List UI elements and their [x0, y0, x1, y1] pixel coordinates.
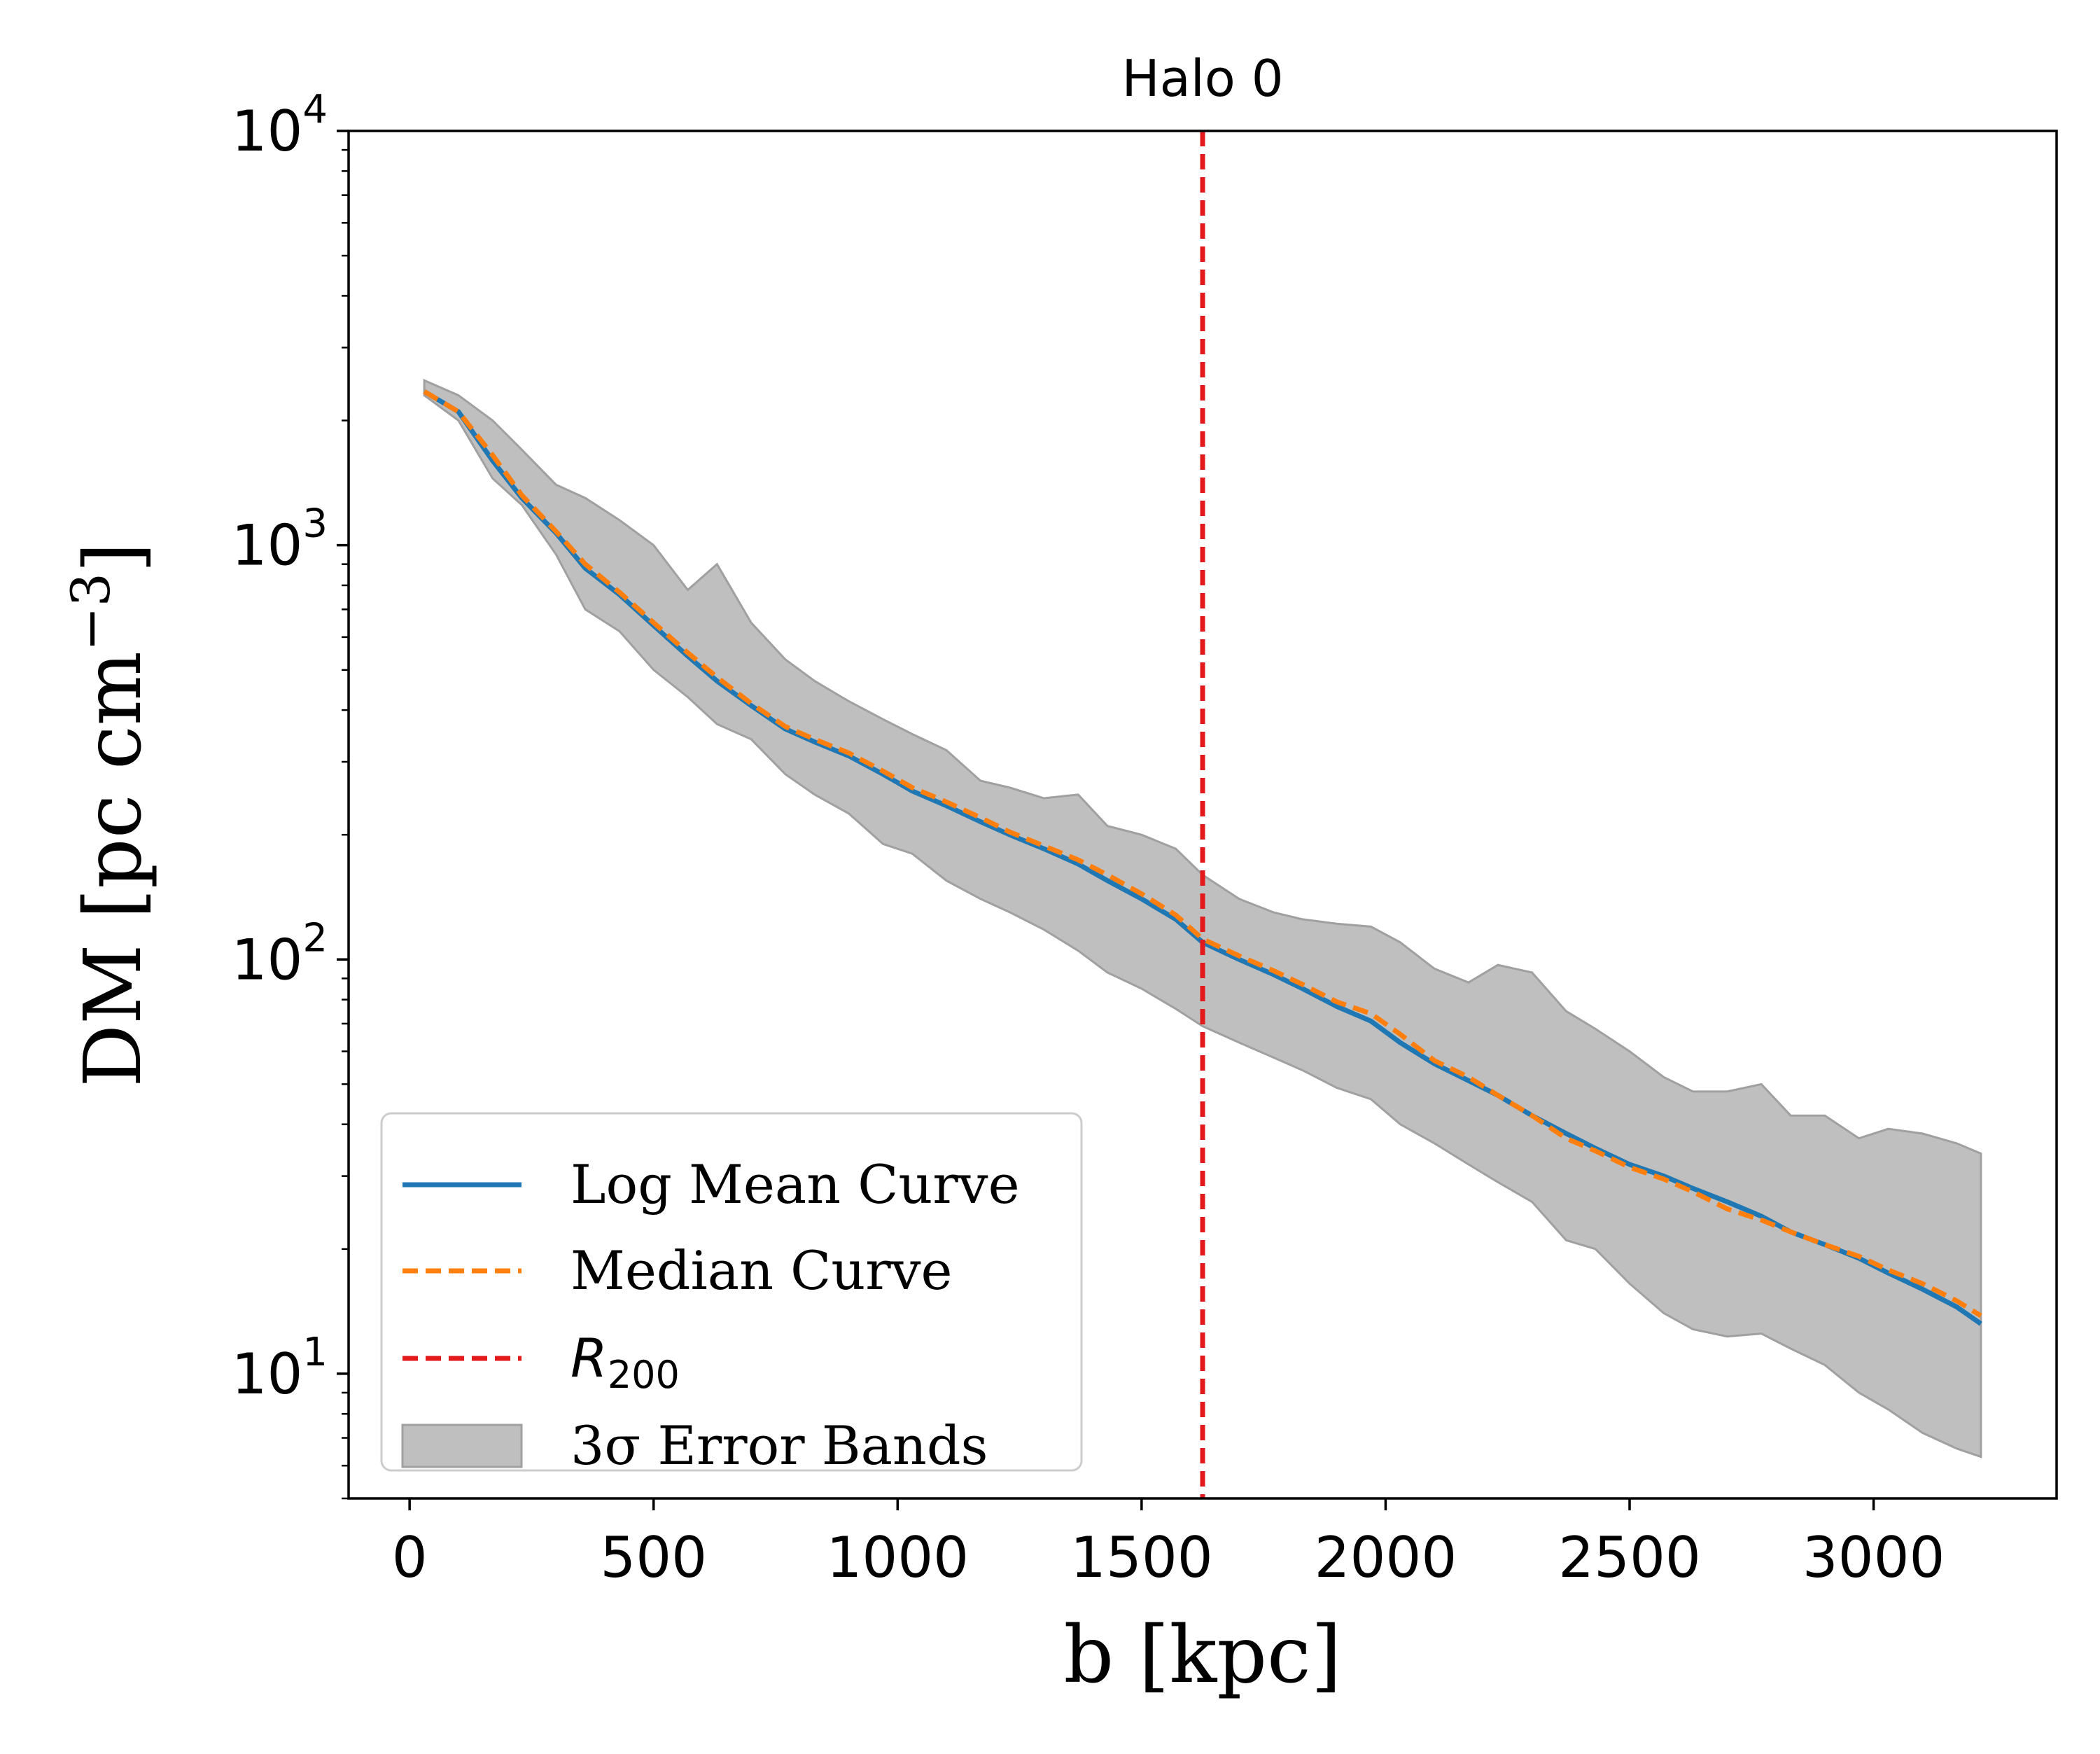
- svg-text:DM [pc cm−3]: DM [pc cm−3]: [59, 542, 160, 1087]
- legend-item-1: Log Mean Curve: [402, 1153, 1020, 1216]
- legend-label: Log Mean Curve: [570, 1153, 1020, 1216]
- x-tick-label: 2000: [1315, 1525, 1457, 1590]
- y-axis-title: DM [pc cm−3]: [59, 542, 160, 1087]
- legend-label: Median Curve: [570, 1239, 953, 1302]
- chart-title: Halo 0: [1121, 49, 1283, 108]
- x-tick-label: 1000: [826, 1525, 969, 1590]
- legend-item-3: R200: [402, 1327, 680, 1397]
- x-tick-label: 1500: [1070, 1525, 1213, 1590]
- x-axis-title: b [kpc]: [1064, 1610, 1342, 1701]
- legend-item-2: Median Curve: [402, 1239, 953, 1302]
- x-tick-label: 3000: [1802, 1525, 1945, 1590]
- series-line-median: [423, 389, 1982, 1318]
- y-axis-title-end: ]: [68, 542, 159, 573]
- y-tick-label: 102: [232, 915, 328, 992]
- legend: Log Mean Curve Median Curve R200 3σ Error B…: [380, 1112, 1083, 1477]
- legend-box: [380, 1112, 1083, 1472]
- legend-item-4: 3σ Error Bands: [401, 1414, 988, 1477]
- y-axis-title-sup: −3: [59, 573, 122, 651]
- legend-label: 3σ Error Bands: [570, 1414, 988, 1477]
- x-tick-label: 2500: [1558, 1525, 1701, 1590]
- y-tick-label: 103: [232, 501, 328, 578]
- legend-swatch: [401, 1424, 523, 1468]
- legend-label: R200: [570, 1327, 680, 1397]
- y-tick-label: 101: [232, 1330, 328, 1407]
- y-tick-label: 104: [232, 87, 328, 164]
- y-axis-title-base: DM [pc cm: [68, 651, 159, 1087]
- y-axis-ticks: 101 102 103 104: [232, 87, 349, 1500]
- x-axis-ticks: 0 500 1000 1500 2000 2500 3000: [392, 1498, 1945, 1590]
- plot-frame: [347, 130, 2058, 1500]
- x-tick-label: 500: [600, 1525, 707, 1590]
- x-tick-label: 0: [392, 1525, 428, 1590]
